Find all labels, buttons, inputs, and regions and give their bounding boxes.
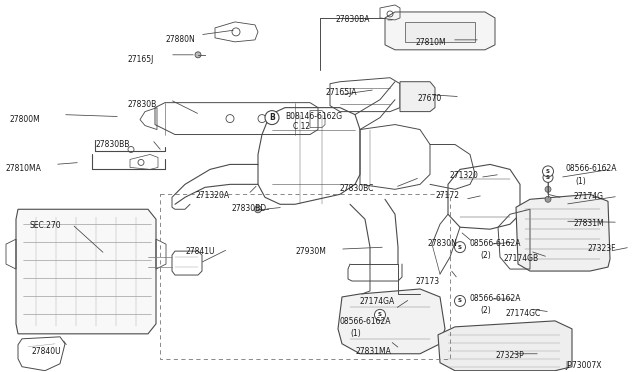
- Text: S: S: [458, 298, 462, 304]
- Text: S: S: [458, 245, 462, 250]
- Text: B: B: [269, 113, 275, 122]
- Circle shape: [545, 196, 551, 202]
- Circle shape: [543, 166, 554, 177]
- Circle shape: [545, 186, 551, 192]
- Text: 27810M: 27810M: [415, 38, 445, 47]
- Text: 27831M: 27831M: [573, 219, 604, 228]
- Polygon shape: [400, 82, 435, 112]
- Text: 27323P: 27323P: [495, 351, 524, 360]
- Text: 27165J: 27165J: [128, 55, 154, 64]
- Circle shape: [543, 172, 553, 182]
- Polygon shape: [338, 289, 445, 354]
- Text: 27323F: 27323F: [588, 244, 616, 253]
- Text: (2): (2): [480, 306, 491, 315]
- Text: (1): (1): [575, 177, 586, 186]
- Text: 27174GA: 27174GA: [360, 297, 396, 306]
- Text: 27174G: 27174G: [573, 192, 603, 201]
- Text: 27173: 27173: [415, 277, 439, 286]
- Text: 27800M: 27800M: [10, 115, 41, 124]
- Polygon shape: [16, 209, 156, 334]
- Circle shape: [454, 295, 465, 307]
- Circle shape: [454, 242, 465, 253]
- Circle shape: [255, 206, 262, 213]
- Polygon shape: [405, 22, 475, 42]
- Text: 27840U: 27840U: [32, 347, 61, 356]
- Text: 27830BD: 27830BD: [232, 204, 267, 213]
- Polygon shape: [516, 194, 610, 271]
- Text: 27830BA: 27830BA: [335, 15, 369, 24]
- Text: S: S: [546, 169, 550, 174]
- Text: 271320: 271320: [450, 171, 479, 180]
- Text: B08146-6162G: B08146-6162G: [285, 112, 342, 121]
- Text: 27174GB: 27174GB: [503, 254, 538, 263]
- Text: 27831MA: 27831MA: [355, 347, 391, 356]
- Text: 27830BC: 27830BC: [340, 185, 374, 193]
- Text: 27830N: 27830N: [427, 239, 457, 248]
- Text: 27830BB: 27830BB: [95, 140, 129, 148]
- Text: 27880N: 27880N: [165, 35, 195, 44]
- Text: 27174GC: 27174GC: [505, 309, 540, 318]
- Circle shape: [374, 310, 385, 320]
- Text: (2): (2): [480, 251, 491, 260]
- Text: JP73007X: JP73007X: [565, 361, 602, 370]
- Polygon shape: [438, 321, 572, 371]
- Circle shape: [195, 52, 201, 58]
- Text: (1): (1): [350, 329, 361, 338]
- Text: 27841U: 27841U: [185, 247, 214, 256]
- Text: 27930M: 27930M: [295, 247, 326, 256]
- Text: 27830B: 27830B: [128, 100, 157, 109]
- Text: 08566-6162A: 08566-6162A: [470, 239, 522, 248]
- Text: 08566-6162A: 08566-6162A: [470, 294, 522, 303]
- Text: SEC.270: SEC.270: [30, 221, 61, 230]
- Text: C 12: C 12: [293, 122, 310, 131]
- Text: 08566-6162A: 08566-6162A: [565, 164, 616, 173]
- Text: S: S: [546, 175, 550, 180]
- Text: 27172: 27172: [435, 191, 459, 201]
- Circle shape: [265, 110, 279, 125]
- Polygon shape: [385, 12, 495, 50]
- Text: 27165JA: 27165JA: [325, 88, 356, 97]
- Text: 27810MA: 27810MA: [5, 164, 41, 173]
- Text: S: S: [378, 312, 382, 317]
- Text: 08566-6162A: 08566-6162A: [340, 317, 392, 326]
- Text: 271320A: 271320A: [195, 191, 229, 201]
- Text: 27670: 27670: [418, 94, 442, 103]
